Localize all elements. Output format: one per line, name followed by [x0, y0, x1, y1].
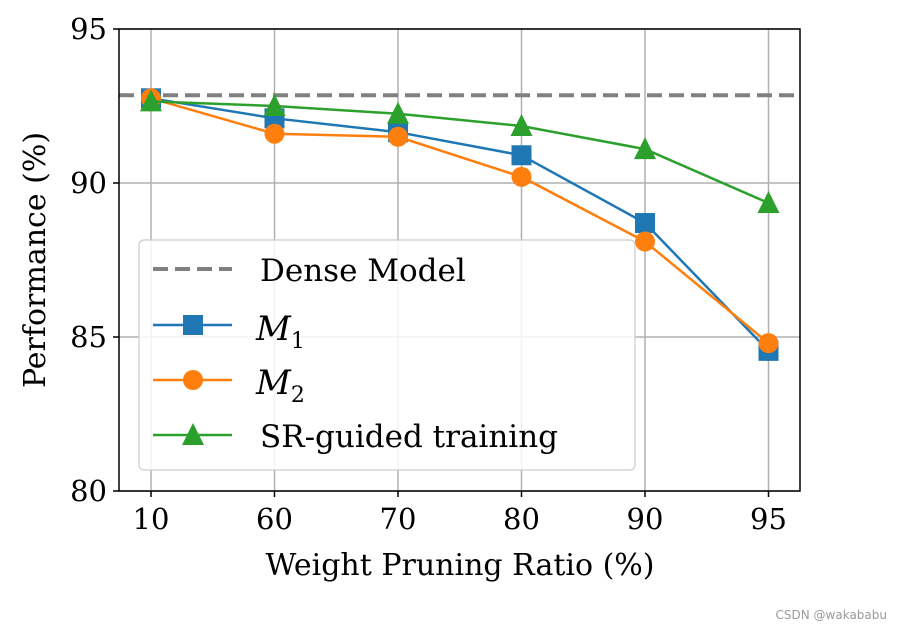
legend-m1-sub: 1: [291, 329, 305, 354]
x-tick-label: 60: [256, 502, 293, 536]
series-m2-point: [635, 231, 655, 252]
series-m2-line: [150, 97, 770, 345]
series-sr-line: [150, 100, 770, 205]
y-tick-label: 95: [70, 12, 107, 46]
series-m2-point: [388, 126, 408, 147]
legend-m1-letter: M: [255, 309, 292, 349]
series-sr-point: [634, 137, 656, 160]
legend-m2-marker: [183, 370, 203, 390]
x-axis-label: Weight Pruning Ratio (%): [265, 548, 654, 583]
legend: Dense Model M1 M2 SR-guided training: [138, 239, 636, 471]
legend-m2-sub: 2: [291, 383, 305, 408]
x-tick-label: 90: [627, 502, 664, 536]
x-tick-label: 95: [750, 502, 787, 536]
series-sr-point: [263, 94, 286, 116]
legend-m2-label: M2: [255, 363, 305, 408]
series-sr-point: [757, 191, 780, 214]
x-tick-label: 70: [380, 502, 417, 536]
y-tick-label: 90: [70, 166, 107, 200]
legend-m1-marker: [183, 315, 203, 335]
watermark: CSDN @wakababu: [775, 608, 887, 622]
legend-m2-letter: M: [255, 363, 292, 403]
series-m2-point: [264, 123, 285, 144]
ticks: 10 60 70 80 90 95 80 85 90 95: [70, 12, 787, 536]
series-sr-point: [140, 89, 162, 112]
y-axis-label: Performance (%): [18, 132, 53, 388]
x-tick-label: 10: [133, 502, 170, 536]
legend-sr-marker: [182, 423, 204, 445]
y-tick-label: 85: [70, 320, 107, 354]
series-m2-point: [758, 333, 779, 354]
legend-dense-label: Dense Model: [260, 253, 466, 289]
series-m2-point: [511, 166, 532, 187]
plot-frame: [118, 28, 801, 492]
y-tick-label: 80: [70, 474, 107, 508]
x-tick-label: 80: [503, 502, 540, 536]
series-m1-point: [511, 145, 532, 166]
series-sr-point: [510, 114, 533, 137]
series-sr-point: [387, 101, 409, 124]
series-m1-line: [150, 97, 770, 352]
series-group: [140, 88, 780, 361]
legend-sr-label: SR-guided training: [260, 419, 558, 455]
series-m1-point: [635, 213, 655, 234]
legend-m1-label: M1: [255, 309, 305, 354]
legend-box: [138, 239, 636, 471]
